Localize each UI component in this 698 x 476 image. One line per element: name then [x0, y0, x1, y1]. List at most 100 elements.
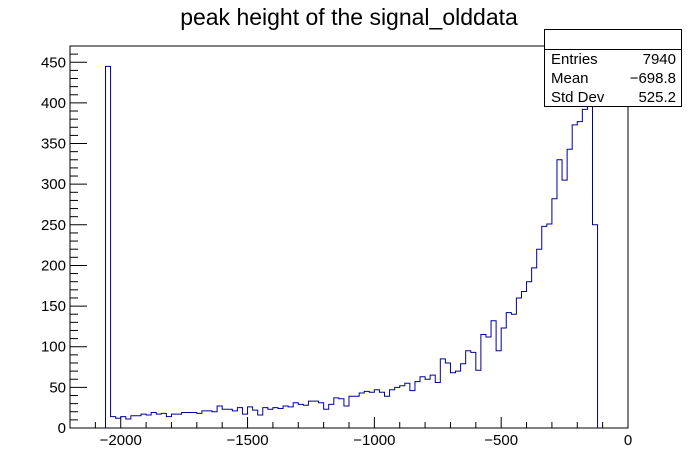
histogram-bin — [456, 371, 461, 428]
histogram-bin — [182, 413, 187, 428]
chart-title: peak height of the signal_olddata — [180, 4, 518, 30]
histogram-bin — [288, 407, 293, 428]
histogram-bin — [324, 409, 329, 428]
histogram-bin — [374, 390, 379, 428]
histogram-bin — [450, 373, 455, 428]
histogram-bin — [471, 352, 476, 428]
histogram-bin — [111, 417, 116, 428]
histogram-bin — [511, 314, 516, 428]
y-tick-label: 300 — [41, 176, 66, 193]
histogram-bin — [237, 408, 242, 428]
x-tick-label: −2000 — [100, 432, 142, 449]
histogram-bin — [313, 401, 318, 428]
histogram-bin — [273, 408, 278, 428]
x-axis: −2000 −1500 −1000 −500 0 — [69, 417, 632, 449]
histogram-bin — [516, 298, 521, 428]
x-tick-label: 0 — [624, 432, 632, 449]
y-tick-label: 0 — [58, 420, 66, 437]
histogram-bin — [329, 404, 334, 428]
histogram-bin — [577, 122, 582, 428]
histogram-bin — [364, 391, 369, 428]
histogram-bin — [400, 386, 405, 428]
y-tick-label: 50 — [49, 379, 66, 396]
histogram-bin — [405, 383, 410, 428]
histogram-bin — [501, 328, 506, 428]
histogram-bin — [430, 375, 435, 428]
histogram-bin — [572, 125, 577, 428]
histogram-bin — [207, 411, 212, 428]
histogram-bin — [592, 225, 597, 428]
stats-value-entries: 7940 — [642, 51, 676, 68]
histogram-bin — [319, 403, 324, 428]
histogram-bin — [532, 268, 537, 428]
histogram-bin — [334, 398, 339, 428]
histogram-bin — [131, 416, 136, 428]
histogram-bin — [415, 382, 420, 428]
histogram-bin — [212, 412, 217, 428]
histogram-bin — [557, 160, 562, 428]
histogram-bin — [486, 337, 491, 428]
histogram-bin — [562, 180, 567, 428]
histogram-bin — [461, 364, 466, 428]
histogram-bin — [445, 363, 450, 428]
histogram-bin — [547, 224, 552, 428]
histogram-bin — [496, 351, 501, 428]
histogram-bin — [202, 411, 207, 428]
histogram-bin — [263, 408, 268, 428]
stats-row-entries: Entries 7940 — [545, 50, 681, 69]
histogram-line — [105, 52, 599, 428]
histogram-bin — [222, 409, 227, 428]
histogram-bin — [390, 390, 395, 428]
histogram-bin — [258, 415, 263, 428]
histogram-bins — [106, 53, 598, 429]
histogram-bin — [542, 226, 547, 428]
stats-value-std-dev: 525.2 — [638, 89, 676, 106]
histogram-bin — [420, 377, 425, 428]
stats-row-std-dev: Std Dev 525.2 — [545, 88, 681, 107]
histogram-bin — [521, 291, 526, 428]
histogram-bin — [567, 149, 572, 428]
histogram-bin — [385, 396, 390, 428]
histogram-bin — [298, 404, 303, 428]
histogram-bin — [379, 392, 384, 428]
histogram-bin — [344, 406, 349, 428]
y-tick-label: 250 — [41, 217, 66, 234]
y-tick-label: 400 — [41, 95, 66, 112]
histogram-bin — [116, 418, 121, 428]
histogram-bin — [395, 387, 400, 428]
stats-label-mean: Mean — [551, 70, 589, 87]
histogram-bin — [293, 403, 298, 428]
histogram-bin — [146, 415, 151, 428]
stats-header — [545, 30, 681, 50]
y-tick-label: 150 — [41, 298, 66, 315]
histogram-bin — [425, 379, 430, 428]
histogram-bin — [283, 406, 288, 428]
histogram-bin — [369, 392, 374, 428]
histogram-bin — [156, 414, 161, 428]
histogram-bin — [232, 411, 237, 428]
histogram-bin — [359, 393, 364, 428]
histogram-bin — [253, 410, 258, 428]
histogram-bin — [582, 109, 587, 428]
histogram-bin — [166, 417, 171, 428]
histogram-bin — [192, 413, 197, 428]
y-axis: 0 50 100 150 200 250 300 350 400 450 — [41, 45, 87, 437]
histogram-bin — [161, 413, 166, 428]
histogram-bin — [268, 409, 273, 428]
histogram-bin — [440, 359, 445, 428]
histogram-bin — [141, 414, 146, 428]
histogram-bin — [339, 399, 344, 428]
stats-label-std-dev: Std Dev — [551, 89, 605, 106]
y-tick-label: 200 — [41, 257, 66, 274]
x-tick-label: −500 — [484, 432, 518, 449]
histogram-bin — [278, 408, 283, 428]
histogram-bin — [527, 282, 532, 428]
histogram-bin — [552, 199, 557, 428]
histogram-bin — [197, 413, 202, 428]
stats-row-mean: Mean −698.8 — [545, 69, 681, 88]
histogram-bin — [242, 414, 247, 428]
y-tick-label: 100 — [41, 339, 66, 356]
histogram-bin — [466, 351, 471, 428]
histogram-bin — [481, 335, 486, 428]
